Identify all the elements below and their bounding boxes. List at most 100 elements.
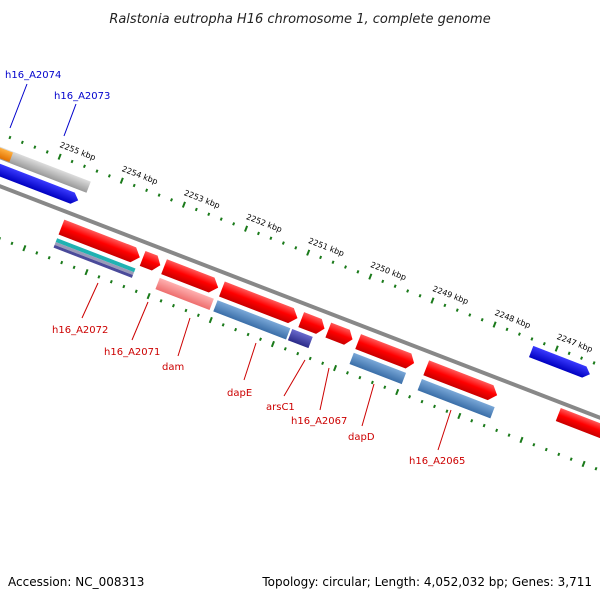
minor-tick bbox=[480, 318, 484, 322]
minor-tick bbox=[269, 236, 273, 240]
minor-tick bbox=[418, 294, 422, 298]
feature-steel-band-1 bbox=[213, 300, 291, 340]
gene-label-h16-a2065: h16_A2065 bbox=[409, 456, 465, 467]
minor-tick bbox=[145, 188, 149, 193]
minor-tick bbox=[170, 198, 173, 202]
minor-tick bbox=[256, 231, 260, 236]
minor-tick bbox=[455, 308, 459, 312]
feature-pink-band bbox=[155, 277, 214, 310]
inner-tick-ring bbox=[0, 236, 598, 471]
minor-tick bbox=[433, 404, 436, 409]
feature-forward-cds-h16-a2067 bbox=[325, 322, 353, 345]
minor-tick bbox=[0, 236, 2, 241]
major-tick bbox=[457, 412, 462, 420]
kbp-label: 2249 kbp bbox=[431, 284, 469, 306]
minor-tick bbox=[420, 399, 424, 404]
feature-reverse-cds-right bbox=[528, 345, 590, 378]
major-tick bbox=[84, 268, 89, 276]
minor-tick bbox=[171, 303, 175, 308]
minor-tick bbox=[194, 207, 198, 212]
minor-tick bbox=[60, 260, 64, 265]
minor-tick bbox=[35, 251, 39, 255]
minor-tick bbox=[321, 361, 325, 366]
minor-tick bbox=[557, 452, 561, 457]
gene-label-h16-a2073: h16_A2073 bbox=[54, 91, 110, 102]
kbp-labels: 2255 kbp 2254 kbp 2253 kbp 2252 kbp 2251 kbp… bbox=[58, 140, 593, 354]
major-tick bbox=[492, 321, 497, 328]
major-tick bbox=[519, 436, 524, 444]
minor-tick bbox=[72, 265, 76, 270]
minor-tick bbox=[134, 289, 138, 294]
minor-tick bbox=[308, 356, 312, 361]
minor-tick bbox=[296, 351, 300, 356]
minor-tick bbox=[70, 159, 74, 164]
minor-tick bbox=[47, 255, 51, 260]
minor-tick bbox=[234, 327, 238, 332]
feature-reverse-cds-h16-a2073 bbox=[0, 162, 79, 204]
major-tick bbox=[368, 273, 373, 280]
minor-tick bbox=[319, 255, 323, 260]
minor-tick bbox=[232, 222, 236, 226]
major-tick bbox=[430, 297, 435, 304]
minor-tick bbox=[383, 385, 387, 389]
genome-backbone bbox=[0, 172, 600, 429]
minor-tick bbox=[505, 327, 509, 332]
minor-tick bbox=[470, 419, 474, 423]
minor-tick bbox=[246, 332, 250, 337]
minor-tick bbox=[393, 284, 397, 288]
major-tick bbox=[554, 345, 559, 352]
feature-forward-cds-h16-a2065 bbox=[423, 360, 498, 401]
minor-tick bbox=[445, 409, 449, 413]
feature-grey-band bbox=[54, 242, 135, 276]
minor-tick bbox=[283, 347, 287, 351]
gene-label-dape: dapE bbox=[227, 388, 252, 399]
major-tick bbox=[119, 177, 124, 184]
kbp-label: 2252 kbp bbox=[245, 212, 283, 234]
major-tick bbox=[306, 249, 311, 256]
kbp-label: 2248 kbp bbox=[493, 308, 531, 330]
minor-tick bbox=[517, 332, 521, 336]
minor-tick bbox=[95, 169, 99, 173]
feature-forward-cds-dape bbox=[219, 281, 298, 324]
kbp-label: 2251 kbp bbox=[307, 236, 345, 258]
minor-tick bbox=[20, 140, 24, 145]
feature-forward-cds-edge bbox=[555, 407, 600, 445]
major-tick bbox=[146, 292, 151, 300]
minor-tick bbox=[345, 371, 349, 375]
minor-tick bbox=[567, 351, 571, 356]
major-tick bbox=[57, 153, 62, 160]
feature-teal-band bbox=[55, 238, 136, 273]
feature-forward-cds-h16-a2072 bbox=[58, 219, 140, 263]
minor-tick bbox=[259, 337, 262, 342]
minor-tick bbox=[530, 337, 534, 341]
feature-orange-segment bbox=[0, 144, 13, 162]
minor-tick bbox=[356, 270, 360, 274]
feature-forward-cds-dapd bbox=[355, 334, 415, 369]
minor-tick bbox=[542, 341, 546, 346]
gene-label-dam: dam bbox=[162, 362, 184, 373]
minor-tick bbox=[482, 423, 486, 428]
minor-tick bbox=[294, 246, 298, 250]
minor-tick bbox=[406, 289, 410, 293]
minor-tick bbox=[344, 265, 347, 269]
genome-track: 2255 kbp 2254 kbp 2253 kbp 2252 kbp 2251 kbp… bbox=[0, 135, 600, 471]
minor-tick bbox=[97, 275, 101, 279]
gene-label-h16-a2072: h16_A2072 bbox=[52, 325, 108, 336]
minor-tick bbox=[83, 164, 86, 169]
major-tick bbox=[181, 201, 186, 208]
minor-tick bbox=[33, 145, 37, 149]
major-tick bbox=[208, 316, 213, 324]
gene-label-h16-a2074: h16_A2074 bbox=[5, 70, 61, 81]
minor-tick bbox=[507, 433, 511, 437]
minor-tick bbox=[370, 380, 374, 385]
kbp-label: 2253 kbp bbox=[183, 188, 221, 210]
feature-navy-box bbox=[287, 329, 313, 349]
feature-navy-band bbox=[53, 244, 133, 278]
accession-text: Accession: NC_008313 bbox=[8, 575, 144, 589]
minor-tick bbox=[592, 361, 596, 365]
map-title: Ralstonia eutropha H16 chromosome 1, com… bbox=[109, 12, 490, 27]
minor-tick bbox=[159, 299, 163, 303]
minor-tick bbox=[196, 313, 200, 318]
feature-forward-cds-dam bbox=[161, 259, 219, 293]
minor-tick bbox=[495, 428, 499, 433]
